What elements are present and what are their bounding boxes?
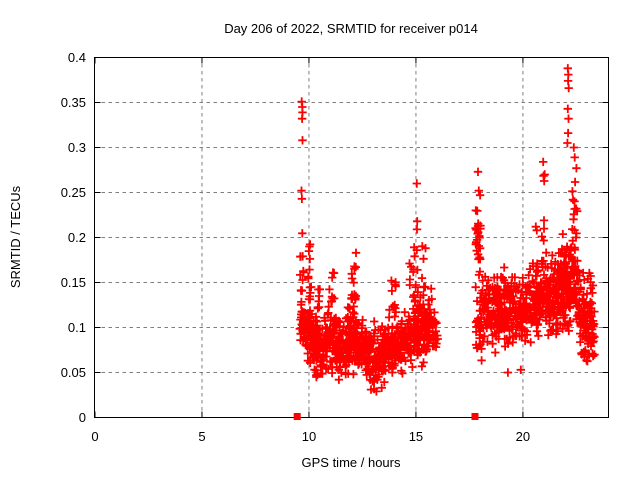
y-tick-label: 0.25 xyxy=(61,185,86,200)
y-tick-label: 0.1 xyxy=(68,320,86,335)
x-axis-label: GPS time / hours xyxy=(302,455,401,470)
axis-square-marker xyxy=(293,413,301,420)
y-tick-label: 0.2 xyxy=(68,230,86,245)
scatter-plus-markers xyxy=(295,64,599,396)
x-tick-label: 0 xyxy=(91,429,98,444)
axis-square-marker xyxy=(471,413,479,420)
y-tick-label: 0 xyxy=(79,410,86,425)
y-axis-label: SRMTID / TECUs xyxy=(8,185,23,288)
y-tick-label: 0.35 xyxy=(61,95,86,110)
x-tick-label: 20 xyxy=(516,429,530,444)
y-tick-label: 0.05 xyxy=(61,365,86,380)
x-tick-label: 15 xyxy=(409,429,423,444)
y-tick-label: 0.3 xyxy=(68,140,86,155)
y-tick-label: 0.4 xyxy=(68,50,86,65)
x-tick-label: 5 xyxy=(198,429,205,444)
plot-border xyxy=(94,57,609,418)
y-tick-label: 0.15 xyxy=(61,275,86,290)
axis-tick-labels: 0 5 10 15 20 0 0.05 0.1 0.15 0.2 0.25 0.3 0.35 0.4 xyxy=(61,50,530,444)
chart-title: Day 206 of 2022, SRMTID for receiver p01… xyxy=(224,21,478,36)
x-tick-label: 10 xyxy=(302,429,316,444)
data-points xyxy=(293,64,599,420)
